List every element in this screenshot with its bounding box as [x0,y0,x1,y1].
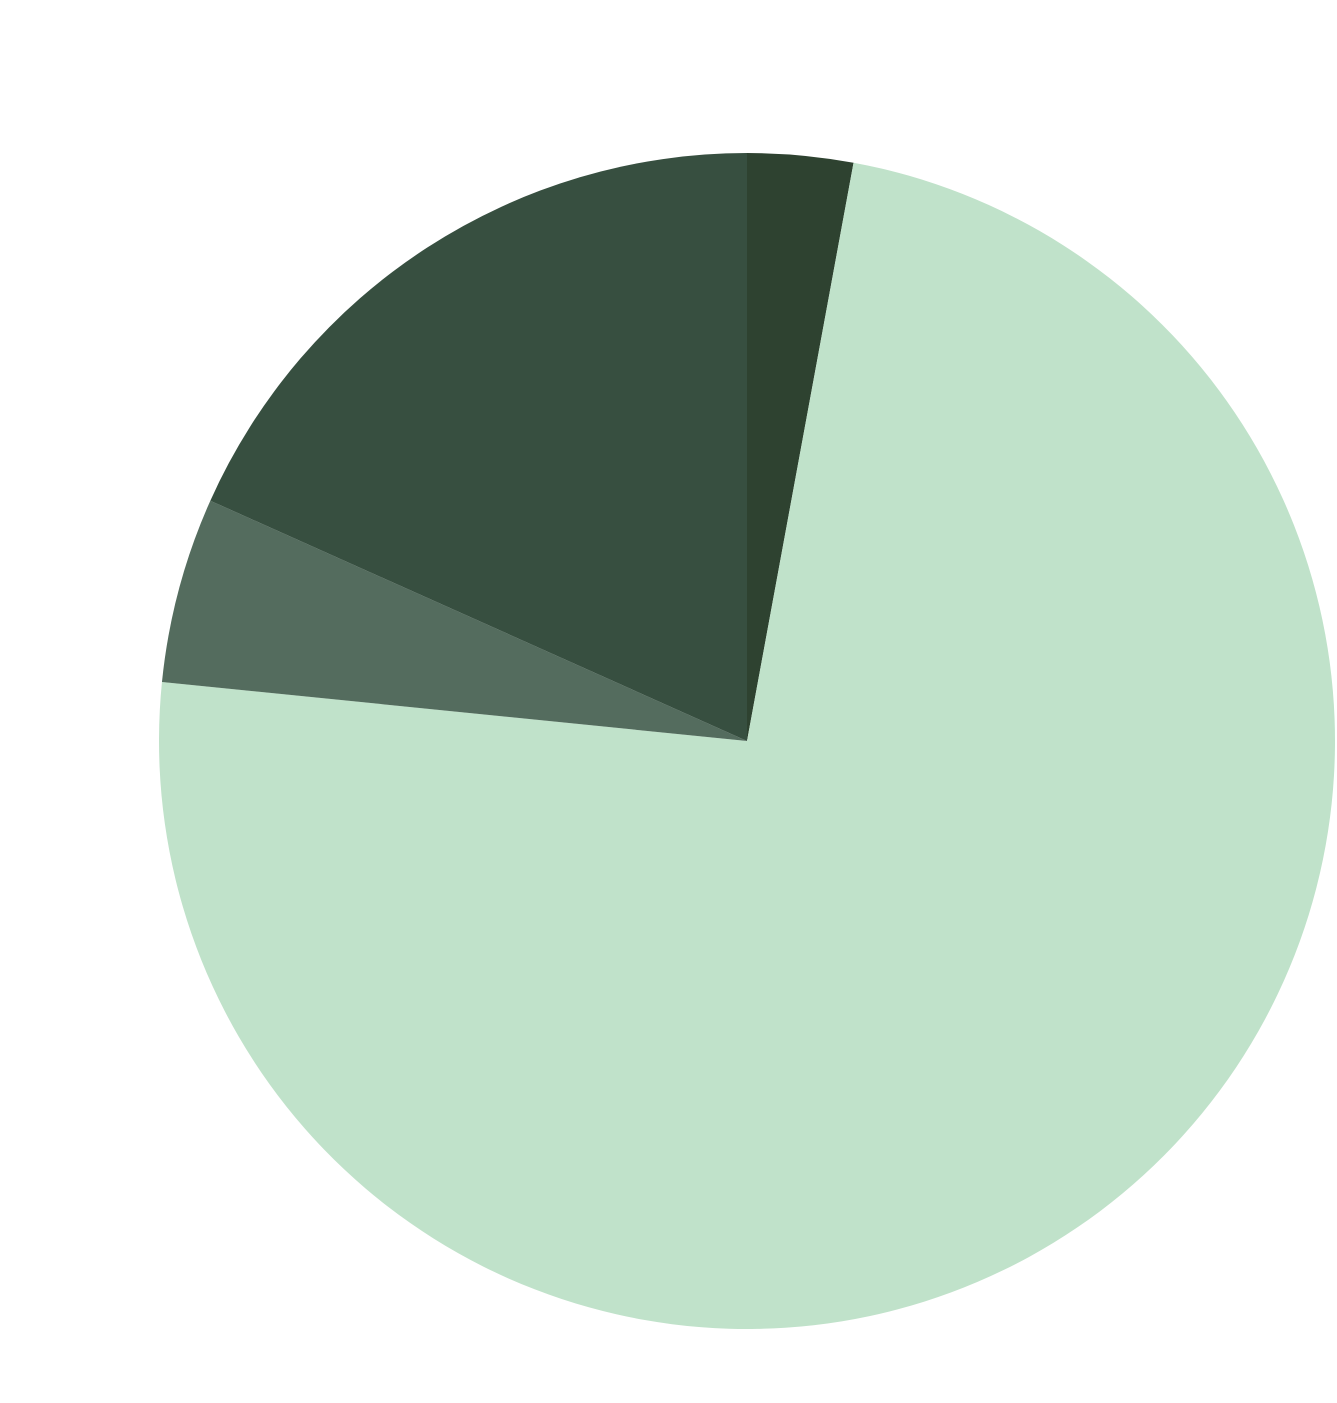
pie-slice-2 [159,162,1336,1329]
pie-slice-1 [747,153,854,741]
pie-slice-4 [210,153,748,741]
pie-slice-3 [161,500,748,741]
